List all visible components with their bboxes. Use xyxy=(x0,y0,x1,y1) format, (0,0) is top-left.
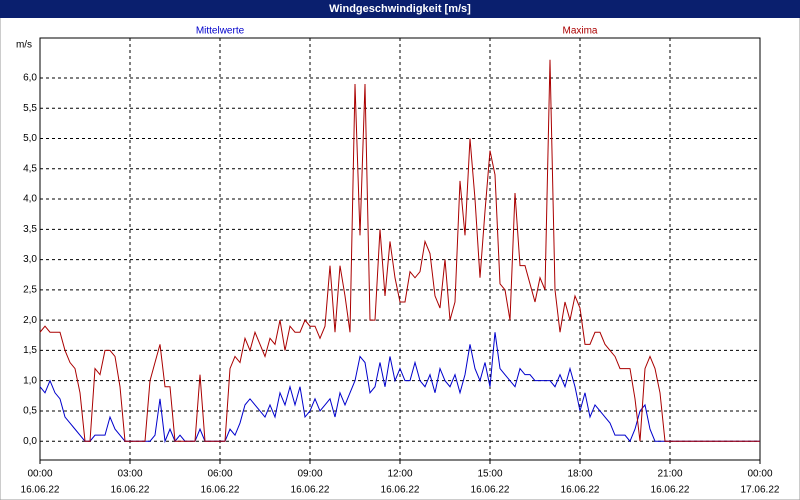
y-axis-label: m/s xyxy=(16,40,32,51)
y-tick-label: 1,5 xyxy=(23,345,37,356)
y-tick-label: 5,0 xyxy=(23,133,37,144)
legend-label: Maxima xyxy=(562,26,597,37)
y-tick-label: 4,0 xyxy=(23,194,37,205)
x-tick-label: 00:00 xyxy=(747,469,772,480)
chart-title: Windgeschwindigkeit [m/s] xyxy=(329,3,471,15)
x-tick-label: 18:00 xyxy=(567,469,592,480)
y-tick-label: 3,5 xyxy=(23,224,37,235)
x-tick-date: 16.06.22 xyxy=(201,485,240,496)
title-bar xyxy=(0,0,800,18)
x-tick-date: 16.06.22 xyxy=(111,485,150,496)
y-tick-label: 0,0 xyxy=(23,436,37,447)
y-tick-label: 2,0 xyxy=(23,315,37,326)
x-tick-label: 06:00 xyxy=(207,469,232,480)
x-tick-label: 21:00 xyxy=(657,469,682,480)
y-tick-label: 5,5 xyxy=(23,103,37,114)
y-tick-label: 3,0 xyxy=(23,254,37,265)
x-tick-date: 17.06.22 xyxy=(741,485,780,496)
y-tick-label: 0,5 xyxy=(23,406,37,417)
x-tick-date: 16.06.22 xyxy=(651,485,690,496)
y-tick-label: 2,5 xyxy=(23,285,37,296)
x-tick-label: 15:00 xyxy=(477,469,502,480)
series-line xyxy=(39,59,760,442)
x-tick-date: 16.06.22 xyxy=(471,485,510,496)
y-tick-label: 4,5 xyxy=(23,163,37,174)
y-tick-label: 6,0 xyxy=(23,73,37,84)
y-tick-label: 1,0 xyxy=(23,375,37,386)
x-tick-date: 16.06.22 xyxy=(381,485,420,496)
x-tick-date: 16.06.22 xyxy=(291,485,330,496)
plot-frame xyxy=(39,37,761,461)
x-tick-date: 16.06.22 xyxy=(21,485,60,496)
x-tick-label: 00:00 xyxy=(27,469,52,480)
x-tick-label: 09:00 xyxy=(297,469,322,480)
series-line xyxy=(39,332,760,444)
x-tick-date: 16.06.22 xyxy=(561,485,600,496)
x-tick-label: 12:00 xyxy=(387,469,412,480)
legend-label: Mittelwerte xyxy=(196,26,245,37)
x-tick-label: 03:00 xyxy=(117,469,142,480)
